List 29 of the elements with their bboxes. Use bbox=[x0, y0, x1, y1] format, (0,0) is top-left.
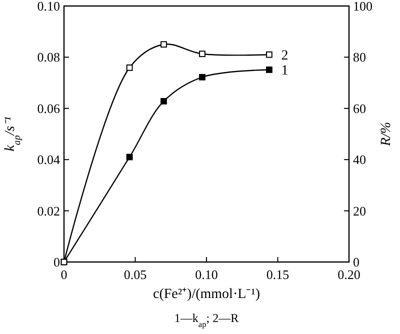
y2-tick-label: 20 bbox=[353, 203, 366, 218]
y-tick-label: 0.10 bbox=[37, 0, 60, 14]
y2-tick-label: 100 bbox=[353, 0, 372, 14]
y2-tick-label: 40 bbox=[353, 152, 366, 168]
text: 1—k$_{ap}$; 2—R bbox=[174, 311, 239, 328]
point bbox=[126, 154, 133, 160]
y-tick-label: 0.04 bbox=[37, 152, 60, 168]
y-tick-label: 0.08 bbox=[37, 50, 60, 65]
y-tick-label: 0.06 bbox=[37, 100, 60, 116]
y-tick-label: 0.02 bbox=[37, 203, 60, 218]
x-tick-label: 0.05 bbox=[124, 267, 147, 282]
x-tick-label: 0.20 bbox=[338, 267, 360, 282]
x-axis-title: c(Fe²⁺)/(mmol·L⁻¹) bbox=[152, 287, 260, 302]
x-tick-label: 0.10 bbox=[195, 267, 218, 282]
point bbox=[266, 66, 272, 73]
y2-tick-label: 0 bbox=[353, 254, 360, 270]
point bbox=[199, 50, 206, 58]
point bbox=[199, 74, 206, 80]
y2-tick-label: 60 bbox=[353, 100, 366, 116]
point bbox=[266, 51, 272, 58]
point bbox=[126, 64, 133, 71]
point bbox=[160, 41, 167, 48]
series-label: 2 bbox=[281, 48, 288, 64]
series-label: 1 bbox=[281, 64, 288, 79]
y2-axis-title: R/% bbox=[379, 122, 394, 148]
x-tick-label: 0.15 bbox=[266, 267, 290, 282]
y2-tick-label: 80 bbox=[353, 50, 366, 65]
y-tick-label: 0 bbox=[54, 254, 60, 270]
point bbox=[160, 98, 167, 104]
